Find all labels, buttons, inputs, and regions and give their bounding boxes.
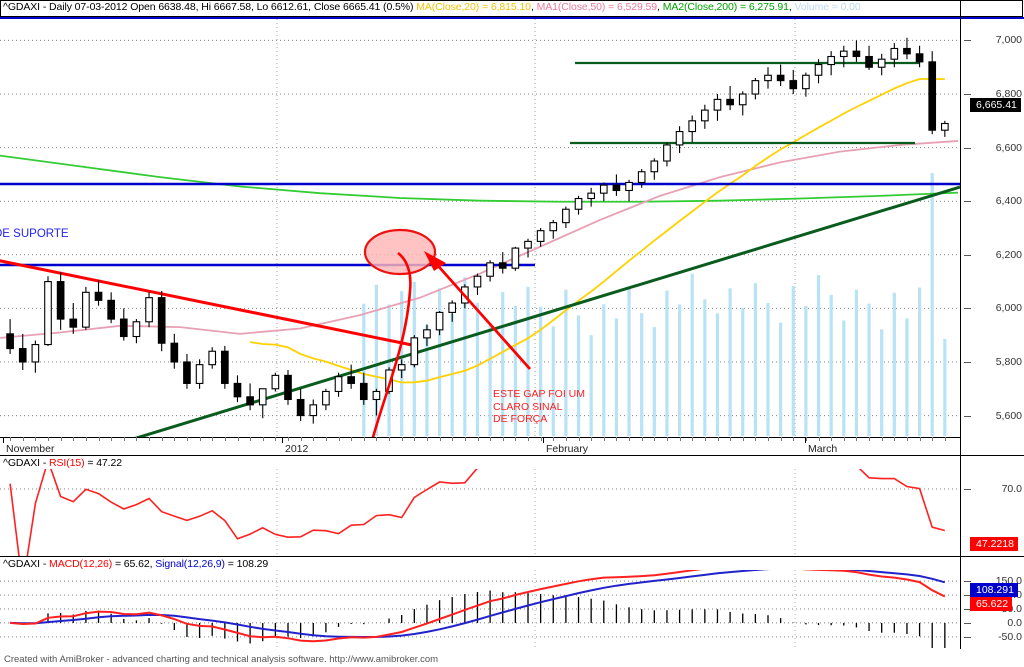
macd-title-signal: Signal(12,26,9) — [155, 558, 225, 570]
title-box — [0, 0, 1023, 17]
price-ytick-6600: 6,600 — [995, 141, 1022, 154]
rsi-panel[interactable]: ^GDAXI - RSI(15) = 47.22 70.0 47.2218 — [0, 456, 1024, 557]
macd-ytick--50: -50.0 — [998, 630, 1022, 643]
price-ytick-6000: 6,000 — [995, 302, 1022, 315]
highlight-ellipse[interactable] — [363, 228, 437, 276]
rsi-line — [9, 469, 946, 557]
rsi-title-indicator: RSI(15) — [49, 457, 85, 469]
price-title-volume: Volume = 0.00 — [794, 1, 861, 13]
gap-annotation: ESTE GAP FOI UM CLARO SINAL DE FORÇA — [493, 388, 585, 425]
title-sep-3: , — [788, 1, 795, 13]
macd-ytick-0: 0.0 — [1007, 616, 1022, 629]
red-arc — [371, 251, 412, 437]
macd-value-callout: 65.622 — [970, 597, 1013, 611]
xlabel-march: March — [804, 437, 838, 455]
price-hgrid — [0, 39, 960, 417]
macd-title-symbol: ^GDAXI - — [3, 558, 50, 570]
price-x-axis: November 2012 February March — [0, 437, 960, 456]
rsi-panel-divider — [0, 556, 1024, 557]
xlabel-november: November — [2, 437, 55, 455]
footer-credit: Created with AmiBroker - advanced charti… — [4, 654, 439, 665]
signal-value-callout: 108.291 — [970, 583, 1018, 597]
macd-plot[interactable] — [0, 570, 960, 648]
price-panel[interactable]: ^GDAXI - Daily 07-03-2012 Open 6638.48, … — [0, 0, 1024, 456]
rsi-ytick-70: 70.0 — [1001, 483, 1022, 495]
macd-title-macd-value: = 65.62, — [112, 558, 156, 570]
title-sep-2: , — [657, 1, 663, 13]
support-annotation: DE SUPORTE — [0, 228, 69, 240]
last-price-callout: 6,665.41 — [970, 98, 1021, 112]
price-ytick-6200: 6,200 — [995, 248, 1022, 261]
price-ytick-7000: 7,000 — [995, 34, 1022, 47]
arrow-head-icon — [424, 251, 446, 271]
rsi-vgrid — [276, 469, 796, 557]
price-ytick-5800: 5,800 — [995, 355, 1022, 368]
macd-title-macd: MACD(12,26) — [49, 558, 113, 570]
price-panel-title: ^GDAXI - Daily 07-03-2012 Open 6638.48, … — [3, 1, 861, 13]
signal-line — [10, 570, 946, 638]
price-ytick-6400: 6,400 — [995, 195, 1022, 208]
price-vgrid — [276, 19, 796, 437]
rsi-title-value: = 47.22 — [84, 457, 122, 469]
rsi-plot[interactable] — [0, 469, 960, 557]
macd-vgrid — [276, 570, 796, 648]
price-title-ma20: MA(Close,20) = 6,815.10 — [416, 1, 531, 13]
ma20-line — [249, 78, 945, 384]
macd-hgrid — [0, 580, 960, 638]
xlabel-february: February — [542, 437, 589, 455]
ma200-line — [0, 154, 959, 203]
arrow-shaft — [430, 258, 532, 370]
rsi-value-callout: 47.2218 — [970, 537, 1018, 551]
price-title-ma200: MA2(Close,200) = 6,275.91 — [662, 1, 789, 13]
macd-axis: 150.0100.050.00.0-50.0 108.291 65.622 — [906, 557, 1024, 649]
rsi-title-symbol: ^GDAXI - — [3, 457, 50, 469]
price-panel-divider — [0, 455, 1024, 456]
rsi-panel-title: ^GDAXI - RSI(15) = 47.22 — [3, 457, 122, 469]
macd-panel-title: ^GDAXI - MACD(12,26) = 65.62, Signal(12,… — [3, 558, 268, 570]
title-sep-1: , — [530, 1, 537, 13]
xlabel-2012: 2012 — [281, 437, 309, 455]
title-underline — [0, 17, 1024, 19]
price-plot[interactable] — [0, 19, 960, 437]
price-title-ma50: MA1(Close,50) = 6,529.59 — [536, 1, 658, 13]
rsi-axis: 70.0 47.2218 — [906, 456, 1024, 557]
price-axis: 5,600 5,800 6,000 6,200 6,400 6,600 6,800 7,000… — [906, 0, 1024, 456]
macd-panel[interactable]: ^GDAXI - MACD(12,26) = 65.62, Signal(12,… — [0, 557, 1024, 649]
price-ytick-5600: 5,600 — [995, 409, 1022, 422]
macd-title-signal-value: = 108.29 — [224, 558, 269, 570]
macd-line — [10, 570, 946, 643]
downtrend-line — [0, 259, 413, 347]
price-title-ohlc: ^GDAXI - Daily 07-03-2012 Open 6638.48, … — [3, 1, 417, 13]
